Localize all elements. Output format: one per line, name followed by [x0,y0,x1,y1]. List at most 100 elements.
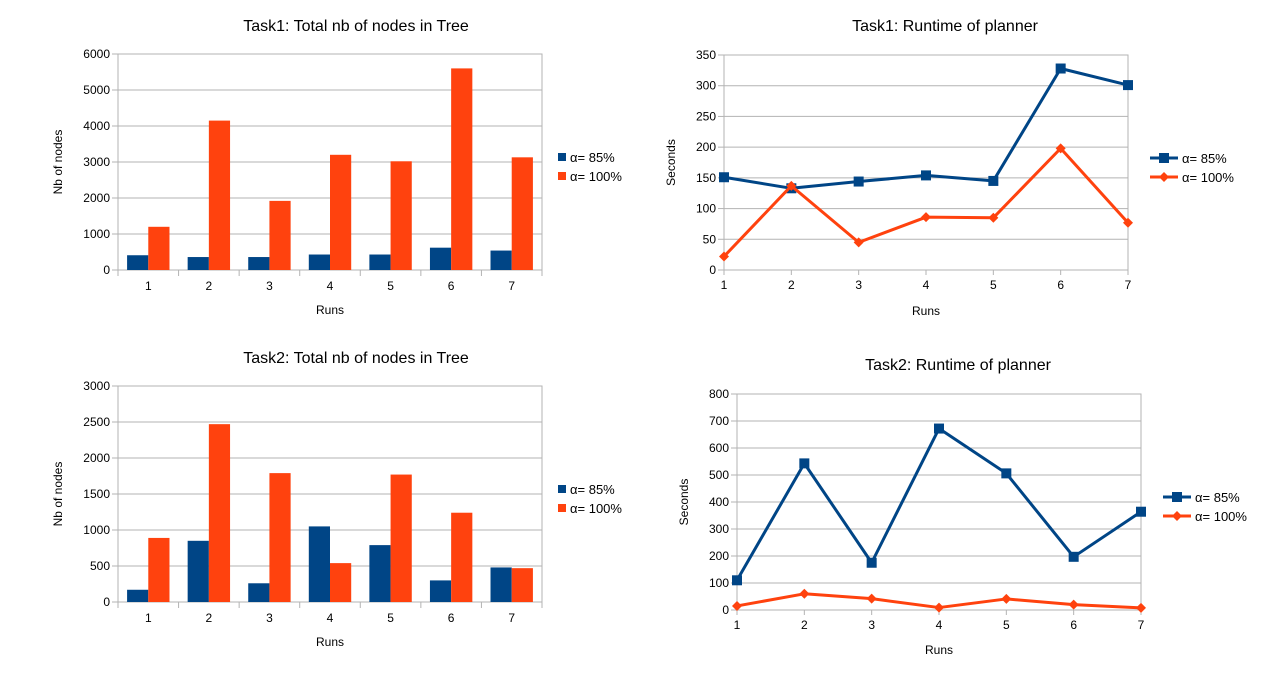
y-tick-label: 200 [696,140,716,154]
bar-alpha85-run-1 [127,589,149,602]
point-alpha85-run-5 [1001,468,1012,479]
point-alpha100-run-2 [786,180,797,191]
bar-alpha85-run-1 [127,255,149,270]
point-alpha100-run-1 [719,251,729,262]
legend-marker [1159,172,1169,182]
x-tick-label: 3 [266,279,273,293]
legend-label: α= 100% [1195,509,1247,524]
y-axis-label: Nb of nodes [51,130,65,195]
chart-title: Task2: Total nb of nodes in Tree [243,350,469,367]
bar-alpha85-run-4 [308,526,330,602]
bar-alpha85-run-3 [248,583,270,602]
chart-title: Task2: Runtime of planner [865,357,1052,374]
x-tick-label: 4 [327,611,334,625]
legend-swatch [558,485,566,493]
x-tick-label: 6 [448,611,455,625]
y-tick-label: 150 [696,171,716,185]
y-tick-label: 200 [709,549,729,563]
legend-label: α= 100% [570,501,622,516]
bar-alpha85-run-3 [248,257,270,270]
legend-label: α= 100% [570,169,622,184]
bar-alpha100-run-7 [511,157,533,270]
bar-alpha100-run-5 [390,474,412,602]
bar-alpha100-run-2 [208,120,231,270]
point-alpha100-run-7 [1123,217,1133,228]
y-tick-label: 0 [103,595,110,609]
x-axis-label: Runs [912,304,940,318]
x-tick-label: 5 [990,278,997,292]
x-tick-label: 2 [788,278,795,292]
y-tick-label: 600 [709,441,729,455]
y-tick-label: 1500 [83,487,110,501]
chart-2: Task1: Runtime of planner 0 50 100 150 200 250… [664,18,1234,318]
x-tick-label: 4 [923,278,930,292]
legend-marker [1159,153,1169,163]
x-tick-label: 7 [508,611,515,625]
y-tick-label: 1000 [83,227,110,241]
point-alpha85-run-4 [934,423,944,434]
bar-alpha100-run-6 [451,68,473,271]
y-tick-label: 300 [696,79,716,93]
point-alpha100-run-6 [1068,599,1079,610]
point-alpha100-run-6 [1055,143,1066,154]
legend-swatch [558,153,566,161]
y-axis-label: Seconds [664,139,678,186]
point-alpha85-run-6 [1055,63,1066,74]
point-alpha100-run-4 [921,212,931,223]
y-tick-label: 0 [722,603,729,617]
y-tick-label: 4000 [83,119,110,133]
point-alpha85-run-2 [799,458,810,469]
y-tick-label: 100 [709,576,729,590]
point-alpha85-run-7 [1123,80,1133,91]
x-tick-label: 3 [855,278,862,292]
x-tick-label: 2 [206,611,213,625]
point-alpha85-run-5 [988,175,999,186]
x-tick-label: 5 [387,611,394,625]
bar-alpha100-run-1 [148,537,170,602]
y-tick-label: 2000 [83,451,110,465]
y-tick-label: 700 [709,414,729,428]
point-alpha100-run-1 [732,600,742,611]
y-tick-label: 5000 [83,83,110,97]
bar-alpha100-run-3 [269,473,291,602]
y-tick-label: 6000 [83,47,110,61]
y-tick-label: 1000 [83,523,110,537]
bar-alpha85-run-6 [429,580,452,602]
series-line-alpha85 [723,67,1129,190]
point-alpha100-run-3 [866,593,877,604]
bar-alpha85-run-2 [187,257,209,270]
x-axis-label: Runs [316,303,344,317]
legend-label: α= 85% [570,482,615,497]
series-line-alpha85 [735,427,1142,582]
bar-alpha85-run-2 [187,540,209,602]
point-alpha85-run-1 [719,172,729,183]
x-tick-label: 1 [145,279,152,293]
x-tick-label: 7 [508,279,515,293]
legend-label: α= 85% [1182,151,1227,166]
legend-marker [1172,511,1182,521]
point-alpha100-run-3 [853,237,864,248]
bar-alpha85-run-6 [429,247,452,270]
series-line-alpha100 [722,146,1130,258]
y-tick-label: 2000 [83,191,110,205]
y-tick-label: 350 [696,48,716,62]
point-alpha85-run-3 [866,557,877,568]
x-tick-label: 4 [936,618,943,632]
x-tick-label: 5 [1003,618,1010,632]
point-alpha85-run-6 [1068,551,1079,562]
legend-label: α= 100% [1182,170,1234,185]
plot-frame [723,54,1129,271]
bar-alpha85-run-7 [490,250,512,270]
x-tick-label: 2 [801,618,808,632]
x-tick-label: 1 [721,278,728,292]
chart-4: Task2: Runtime of planner 0 100 200 300 400 50… [677,357,1247,657]
y-tick-label: 250 [696,109,716,123]
point-alpha100-run-5 [1001,593,1012,604]
point-alpha85-run-3 [853,176,864,187]
y-tick-label: 400 [709,495,729,509]
x-tick-label: 1 [734,618,741,632]
legend-swatch [558,504,566,512]
bar-alpha85-run-4 [308,254,330,270]
y-tick-label: 50 [703,232,717,246]
